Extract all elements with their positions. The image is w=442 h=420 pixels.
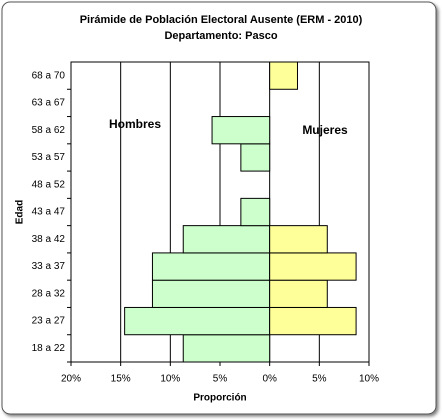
y-tick-label: 48 a 52: [32, 179, 66, 190]
annotation: Hombres: [109, 117, 161, 131]
y-tick-label: 33 a 37: [32, 261, 66, 272]
x-tick-label: 10%: [359, 374, 379, 385]
chart-subtitle: Departamento: Pasco: [164, 30, 277, 42]
chart-title: Pirámide de Población Electoral Ausente …: [80, 14, 363, 26]
y-tick-label: 53 a 57: [32, 152, 66, 163]
x-tick-label: 20%: [61, 374, 81, 385]
y-tick-label: 38 a 42: [32, 234, 66, 245]
bar: [269, 279, 328, 308]
bar: [240, 197, 271, 227]
bar: [182, 225, 271, 254]
plot-border: [70, 61, 370, 363]
x-tick-label: 10%: [160, 374, 180, 385]
bar: [182, 334, 271, 363]
y-tick-label: 23 a 27: [32, 316, 66, 327]
bar: [240, 143, 271, 172]
y-tick-label: 43 a 47: [32, 207, 66, 218]
bar: [269, 225, 328, 254]
y-axis-label: Edad: [15, 200, 26, 224]
y-tick-label: 63 a 67: [32, 98, 66, 109]
bar: [269, 61, 298, 90]
annotation: Mujeres: [302, 123, 348, 137]
x-tick-label: 0%: [262, 374, 277, 385]
y-tick-label: 18 a 22: [32, 343, 66, 354]
x-axis-label: Proporción: [193, 393, 246, 404]
bar: [211, 116, 271, 145]
x-tick-label: 5%: [213, 374, 228, 385]
bar: [269, 252, 357, 281]
x-tick-label: 15%: [111, 374, 131, 385]
bar: [151, 279, 271, 308]
y-tick-label: 28 a 32: [32, 288, 66, 299]
x-tick-label: 5%: [312, 374, 327, 385]
bar: [269, 306, 357, 336]
y-tick-label: 58 a 62: [32, 125, 66, 136]
bar: [151, 252, 271, 281]
bar: [124, 306, 271, 336]
y-tick-label: 68 a 70: [32, 70, 66, 81]
